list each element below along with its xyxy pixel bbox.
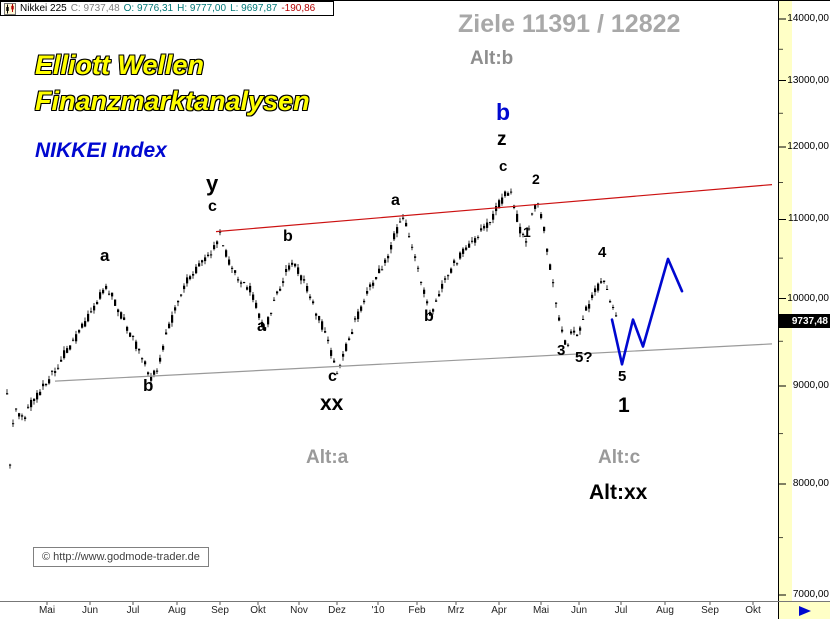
elliott-wave-label: xx bbox=[320, 392, 344, 415]
ohlc-field-c: C: 9737,48 bbox=[70, 3, 120, 14]
price-axis-label: 9000,00 bbox=[792, 380, 829, 391]
time-axis-label: '10 bbox=[371, 605, 385, 616]
elliott-wave-label: c bbox=[499, 158, 508, 175]
ohlc-field-o: O: 9776,31 bbox=[123, 3, 174, 14]
elliott-wave-label: 5? bbox=[575, 349, 593, 366]
price-axis-label: 11000,00 bbox=[788, 213, 829, 224]
elliott-wave-label: 5 bbox=[618, 368, 627, 385]
candlestick-icon bbox=[4, 2, 16, 15]
elliott-wave-label: y bbox=[206, 171, 219, 196]
elliott-wave-label: 1 bbox=[618, 394, 630, 417]
blue-triangle-icon bbox=[798, 606, 811, 616]
time-axis-label: Apr bbox=[491, 605, 507, 616]
ohlc-fields: C: 9737,48 O: 9776,31 H: 9777,00 L: 9697,87 bbox=[71, 2, 278, 15]
alt-scenario-label: Alt:xx bbox=[589, 481, 648, 504]
time-axis-label: Okt bbox=[745, 605, 761, 616]
time-axis-label: Dez bbox=[328, 605, 346, 616]
time-axis-label: Nov bbox=[290, 605, 308, 616]
elliott-wave-label: b bbox=[283, 228, 293, 245]
price-axis-label: 7000,00 bbox=[792, 589, 829, 600]
index-name-label: NIKKEI Index bbox=[35, 139, 167, 162]
price-axis-label: 8000,00 bbox=[792, 478, 829, 489]
time-axis-label: Jun bbox=[81, 605, 99, 616]
time-axis-label: Jun bbox=[570, 605, 588, 616]
ohlc-field-l: L: 9697,87 bbox=[230, 3, 278, 14]
time-axis-label: Jul bbox=[126, 605, 140, 616]
elliott-wave-label: 1 bbox=[523, 224, 531, 240]
price-axis-label: 10000,00 bbox=[787, 293, 829, 304]
brand-line-2: Finanzmarktanalysen bbox=[35, 86, 310, 117]
change-value: -190,86 bbox=[281, 3, 316, 14]
alt-scenario-label: Alt:c bbox=[598, 447, 641, 468]
elliott-wave-label: b bbox=[143, 376, 154, 395]
ohlc-field-h: H: 9777,00 bbox=[177, 3, 227, 14]
elliott-wave-label: a bbox=[257, 318, 266, 335]
price-axis-label: 13000,00 bbox=[787, 75, 829, 86]
elliott-wave-label: c bbox=[208, 198, 217, 215]
alt-scenario-label: Alt:b bbox=[470, 48, 514, 69]
brand-line-1: Elliott Wellen bbox=[35, 50, 205, 80]
time-axis-label: Sep bbox=[701, 605, 719, 616]
time-axis-label: Okt bbox=[250, 605, 266, 616]
elliott-wave-label: b bbox=[424, 308, 434, 325]
elliott-wave-label: c bbox=[328, 368, 337, 385]
alt-scenario-label: Alt:a bbox=[306, 447, 349, 468]
scroll-to-latest-button[interactable] bbox=[779, 602, 830, 619]
time-axis-label: Feb bbox=[408, 605, 426, 616]
current-price-label: 9737,48 bbox=[779, 314, 830, 328]
price-axis-label: 14000,00 bbox=[787, 13, 829, 24]
elliott-wave-label: b bbox=[496, 99, 511, 125]
time-axis-label: Aug bbox=[168, 605, 186, 616]
time-axis-label: Aug bbox=[656, 605, 674, 616]
price-axis-label: 12000,00 bbox=[787, 141, 829, 152]
brand-watermark: Elliott Wellen Finanzmarktanalysen bbox=[35, 47, 310, 120]
time-axis-label: Mai bbox=[38, 605, 56, 616]
time-axis-label: Mrz bbox=[447, 605, 465, 616]
instrument-name: Nikkei 225 bbox=[20, 3, 67, 14]
elliott-wave-label: a bbox=[391, 192, 400, 209]
time-axis-label: Mai bbox=[532, 605, 550, 616]
instrument-info-bar: Nikkei 225 C: 9737,48 O: 9776,31 H: 9777,0… bbox=[0, 1, 334, 16]
price-targets-label: Ziele 11391 / 12822 bbox=[458, 10, 681, 38]
elliott-wave-label: a bbox=[100, 246, 110, 265]
time-axis-label: Jul bbox=[614, 605, 628, 616]
elliott-wave-label: z bbox=[497, 129, 507, 150]
source-url-watermark: © http://www.godmode-trader.de bbox=[33, 547, 209, 567]
time-axis-label: Sep bbox=[211, 605, 229, 616]
elliott-wave-label: 2 bbox=[532, 171, 540, 187]
elliott-wave-label: 3 bbox=[557, 342, 566, 359]
elliott-wave-label: 4 bbox=[598, 244, 607, 261]
